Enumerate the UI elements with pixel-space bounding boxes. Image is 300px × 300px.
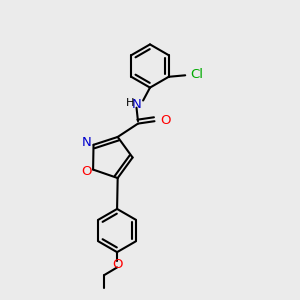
Text: Cl: Cl [190, 68, 204, 81]
Text: N: N [82, 136, 92, 149]
Text: N: N [132, 98, 141, 111]
Text: O: O [112, 258, 123, 271]
Text: O: O [81, 165, 92, 178]
Text: H: H [126, 98, 134, 109]
Text: O: O [160, 114, 170, 127]
